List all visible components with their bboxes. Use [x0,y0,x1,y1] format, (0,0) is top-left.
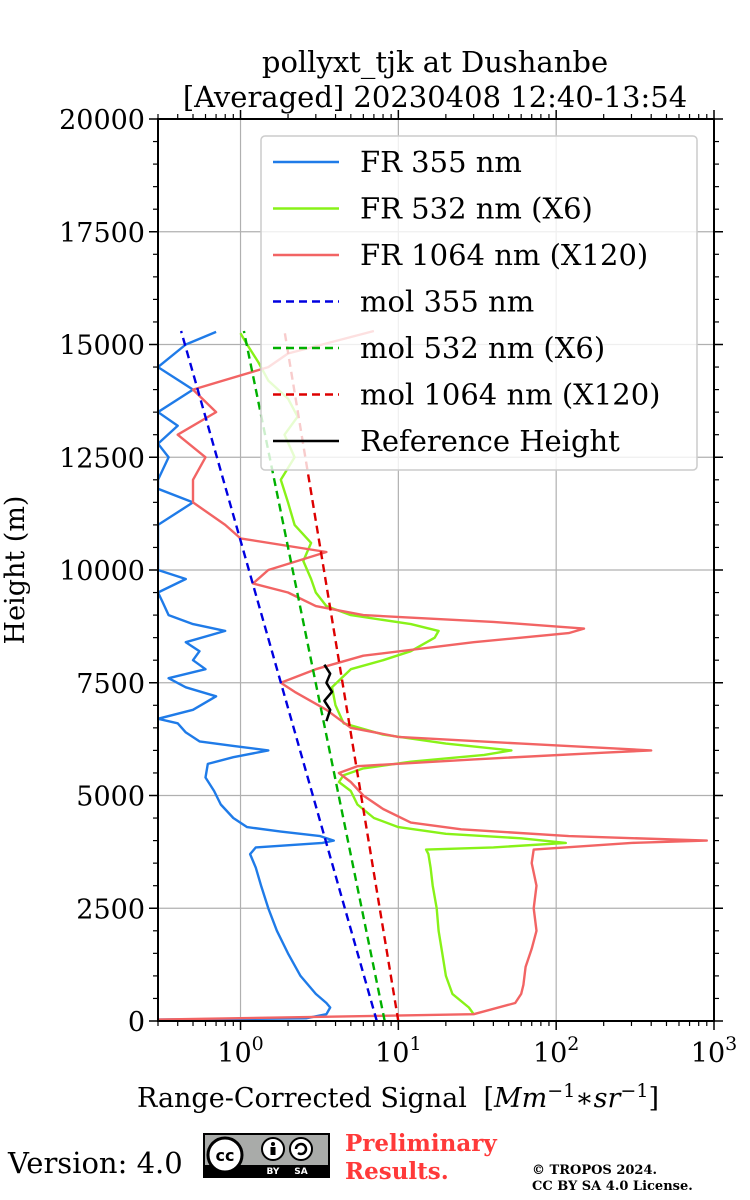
preliminary-results-label: Preliminary Results. [345,1130,497,1186]
x-tick-label-2: 102 [533,1033,579,1069]
y-tick-label-5: 12500 [59,443,145,474]
chart: pollyxt_tjk at Dushanbe [Averaged] 20230… [0,45,737,1114]
axes: 100 101 102 103 0 2500 5000 7500 10000 12500 15000… [59,105,737,1069]
y-tick-label-2: 5000 [76,782,145,813]
series-line-2 [158,329,708,1021]
legend-label-1: FR 532 nm (X6) [360,192,593,226]
legend-label-5: mol 1064 nm (X120) [360,378,661,412]
series-clip [158,329,708,1021]
cc-label-sa: SA [294,1167,307,1176]
legend-label-0: FR 355 nm [360,145,522,179]
y-tick-label-1: 2500 [76,894,145,925]
cc-badge-graphic: cc BY SA [205,1136,328,1177]
y-tick-label-0: 0 [128,1007,145,1038]
series-group [158,329,708,1021]
chart-subtitle: [Averaged] 20230408 12:40-13:54 [183,80,687,114]
copyright-line-1: © TROPOS 2024. [532,1163,658,1178]
y-tick-label-3: 7500 [76,669,145,700]
copyright-line-2: CC BY SA 4.0 License. [532,1179,693,1194]
legend-label-2: FR 1064 nm (X120) [360,238,648,272]
x-tick-label-1: 101 [375,1033,421,1069]
cc-icon [206,1136,244,1174]
x-tick-label-0: 100 [217,1033,263,1069]
y-tick-label-6: 15000 [59,331,145,362]
share-alike-icon [289,1137,313,1161]
x-axis-label: Range-Corrected Signal [Mm−1∗sr−1] [137,1080,659,1114]
series-line-0 [158,330,335,1021]
cc-license-badge[interactable]: cc BY SA [203,1133,330,1178]
series-line-6 [323,664,334,722]
y-tick-label-4: 10000 [59,556,145,587]
preliminary-line-1: Preliminary [345,1130,497,1157]
y-axis-label: Height (m) [0,496,31,645]
cc-label-by: BY [267,1167,280,1176]
legend-label-4: mol 532 nm (X6) [360,331,605,365]
y-tick-label-8: 20000 [59,105,145,136]
x-axis-label-text: Range-Corrected Signal [137,1083,467,1114]
legend-label-3: mol 355 nm [360,285,534,319]
version-label: Version: 4.0 [8,1146,183,1180]
legend-label-6: Reference Height [360,424,620,458]
series-line-3 [179,330,378,1021]
preliminary-line-2: Results. [345,1158,449,1185]
chart-title: pollyxt_tjk at Dushanbe [262,45,608,80]
legend-box [260,135,698,471]
legend: FR 355 nm FR 532 nm (X6) FR 1064 nm (X120)… [260,135,698,471]
x-tick-label-3: 103 [691,1033,737,1069]
y-tick-label-7: 17500 [59,218,145,249]
svg-text:cc: cc [216,1146,235,1165]
x-axis-label-unit: [Mm−1∗sr−1] [483,1080,659,1114]
copyright-notice: © TROPOS 2024. CC BY SA 4.0 License. [532,1163,693,1195]
